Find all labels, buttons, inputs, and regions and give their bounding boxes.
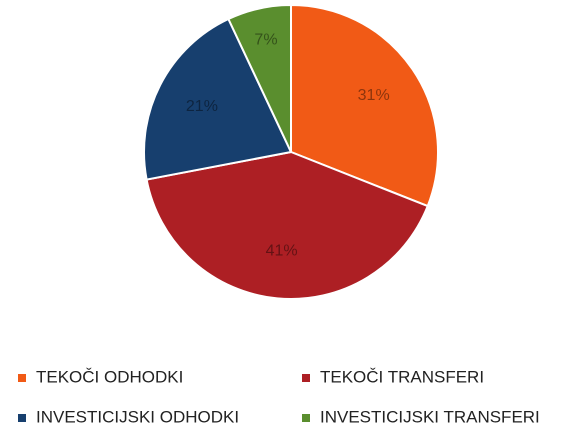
pie-slice <box>227 3 292 153</box>
legend-marker <box>302 414 310 422</box>
legend-text: INVESTICIJSKI TRANSFERI <box>320 407 540 426</box>
pie-slice <box>290 3 439 208</box>
legend-text: TEKOČI TRANSFERI <box>320 367 484 386</box>
pie-slice <box>143 17 293 181</box>
pie-slice <box>145 150 429 300</box>
slice-label: 7% <box>254 31 277 48</box>
legend-text: INVESTICIJSKI ODHODKI <box>36 407 239 426</box>
legend-marker <box>18 414 26 422</box>
slice-label: 31% <box>358 87 390 104</box>
legend-marker <box>302 374 310 382</box>
legend-marker <box>18 374 26 382</box>
legend-text: TEKOČI ODHODKI <box>36 367 183 386</box>
slice-label: 41% <box>266 243 298 260</box>
slice-label: 21% <box>186 98 218 115</box>
